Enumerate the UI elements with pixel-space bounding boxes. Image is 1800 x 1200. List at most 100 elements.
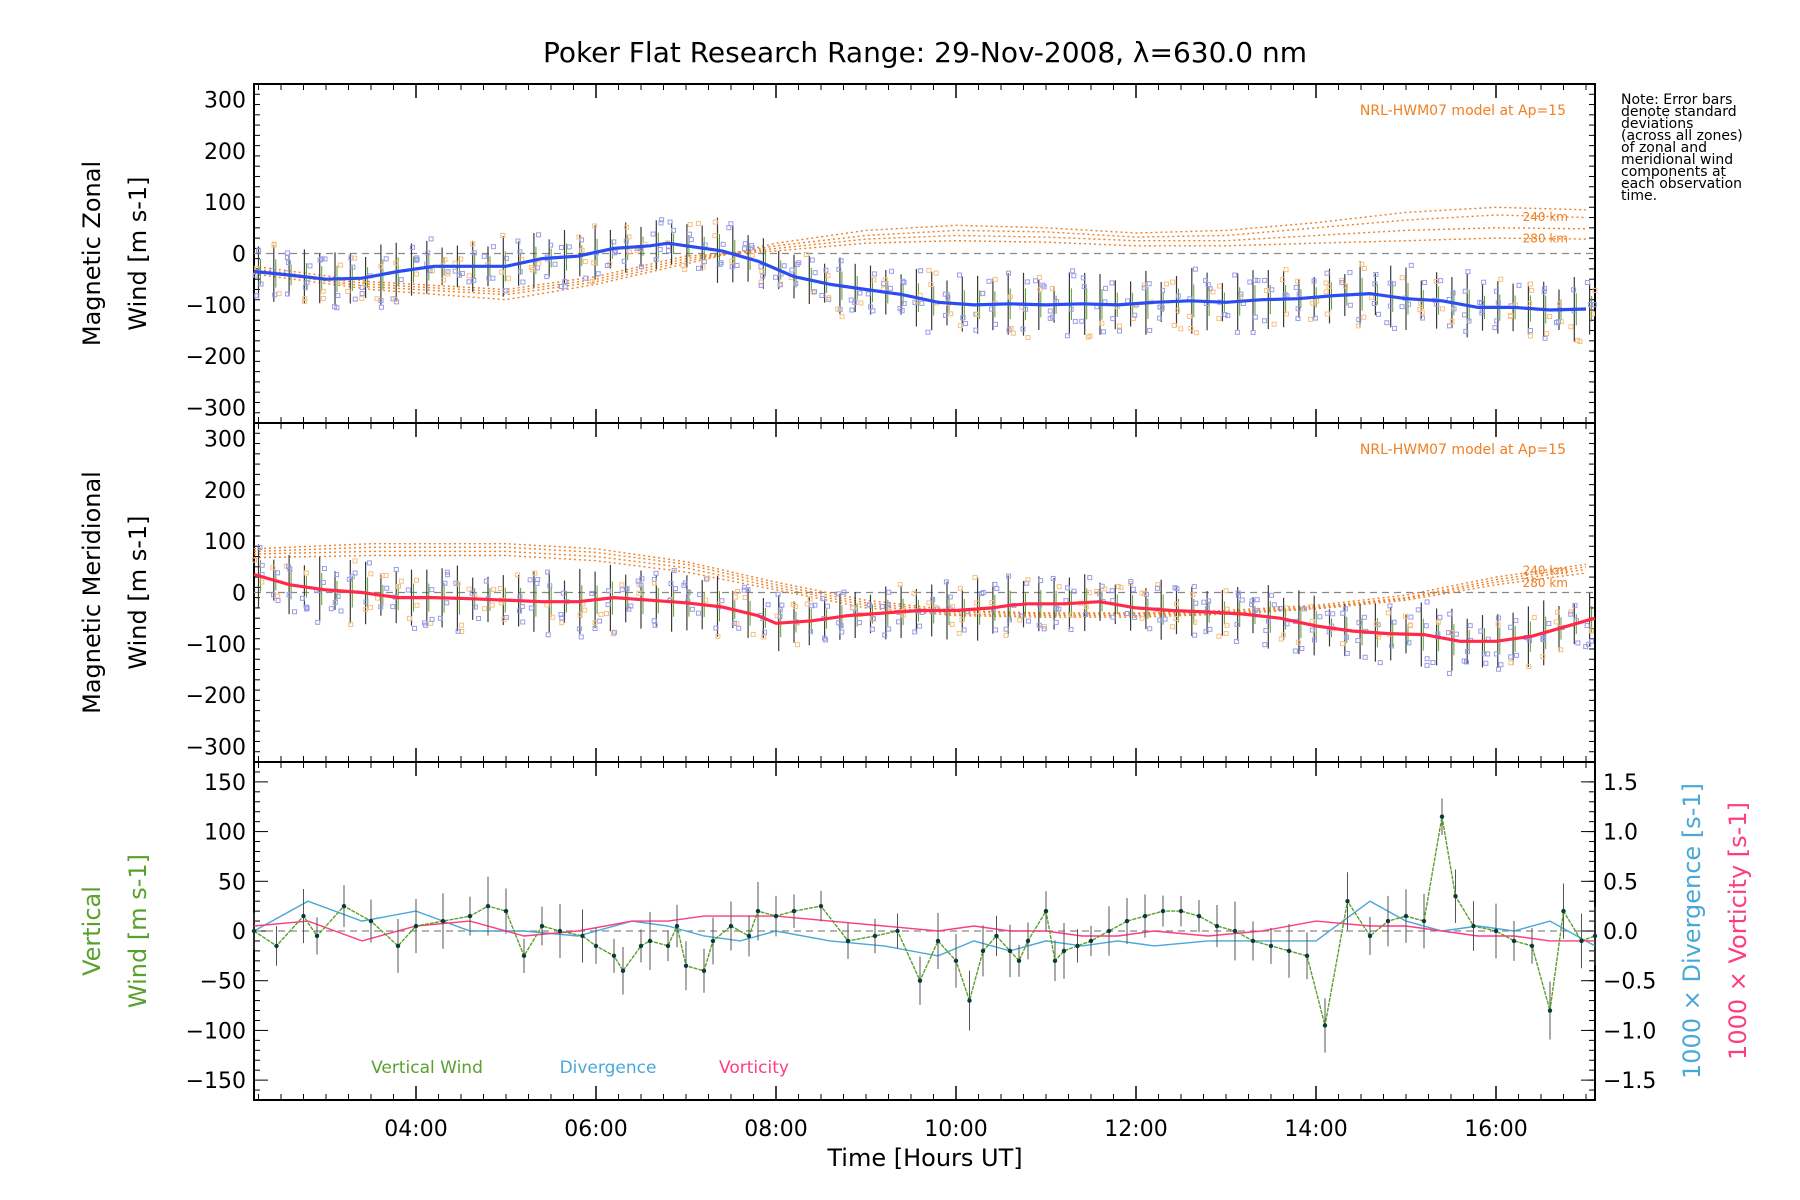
zone-sample: [1527, 281, 1533, 287]
zone-sample: [624, 224, 630, 230]
zone-sample: [719, 598, 725, 604]
zone-sample: [1064, 333, 1070, 339]
zone-sample: [758, 264, 764, 270]
zone-sample: [562, 278, 568, 284]
zone-sample: [1356, 620, 1362, 626]
zone-sample: [1430, 660, 1436, 666]
zone-sample: [304, 604, 310, 610]
vertical-wind-point: [1493, 928, 1499, 934]
zone-sample: [374, 296, 380, 302]
y-tick-label: −200: [186, 345, 246, 370]
zone-sample: [695, 220, 701, 226]
zone-sample: [1439, 306, 1445, 312]
vertical-wind-point: [872, 933, 878, 939]
zone-sample: [334, 572, 340, 578]
zone-sample: [284, 291, 290, 297]
zone-sample: [292, 609, 298, 615]
zone-sample: [1249, 598, 1255, 604]
zone-sample: [1568, 611, 1574, 617]
zone-sample: [742, 246, 748, 252]
vertical-wind-point: [301, 913, 306, 919]
zone-sample: [1527, 333, 1533, 339]
zone-sample: [560, 590, 566, 596]
zone-sample: [1222, 312, 1228, 318]
zone-sample: [1003, 626, 1009, 632]
zone-sample: [741, 587, 747, 593]
zone-sample: [302, 296, 308, 302]
zone-sample: [423, 622, 429, 628]
zone-sample: [619, 582, 625, 588]
zone-sample: [1424, 656, 1430, 662]
zone-sample: [1025, 618, 1031, 624]
zone-sample: [1542, 286, 1548, 292]
zone-sample: [1252, 607, 1258, 613]
zone-sample: [589, 278, 595, 284]
y-axis-unit-label: Wind [m s-1]: [124, 515, 152, 669]
zone-sample: [809, 257, 815, 263]
zone-sample: [275, 570, 281, 576]
zone-sample: [348, 621, 354, 627]
zone-sample: [697, 592, 703, 598]
vertical-wind-point: [1178, 908, 1184, 914]
zone-sample: [871, 277, 877, 283]
vertical-wind-point: [274, 943, 279, 949]
zone-sample: [1342, 606, 1348, 612]
zone-sample: [1477, 299, 1483, 305]
zone-sample: [466, 586, 472, 592]
zone-sample: [700, 264, 706, 270]
zone-sample: [1554, 609, 1560, 615]
zone-sample: [1387, 303, 1393, 309]
zone-sample: [1109, 588, 1115, 594]
zone-sample: [901, 300, 907, 306]
zone-sample: [957, 585, 963, 591]
vertical-wind-point: [1421, 918, 1427, 924]
zone-sample: [1446, 323, 1452, 329]
y-tick-label: −100: [186, 633, 246, 658]
zone-sample: [668, 581, 674, 587]
zone-sample: [320, 296, 326, 302]
zone-sample: [284, 255, 290, 261]
zone-sample: [1526, 664, 1532, 670]
zone-sample: [603, 611, 609, 617]
zone-sample: [491, 587, 497, 593]
model-alt-label: 280 km: [1523, 232, 1568, 246]
zone-sample: [350, 264, 356, 270]
y-axis-label: Magnetic Meridional: [78, 471, 106, 714]
zone-sample: [1191, 584, 1197, 590]
vertical-wind-point: [1385, 918, 1391, 924]
zone-sample: [1102, 586, 1108, 592]
zone-sample: [988, 306, 994, 312]
zone-sample: [321, 566, 327, 572]
zone-sample: [1461, 312, 1467, 318]
zone-sample: [378, 298, 384, 304]
zone-sample: [1174, 586, 1180, 592]
zone-sample: [1205, 282, 1211, 288]
zone-sample: [871, 271, 877, 277]
zone-sample: [303, 570, 309, 576]
y-tick-label: 0: [232, 582, 246, 607]
zone-sample: [1498, 276, 1504, 282]
zone-sample: [270, 565, 276, 571]
zone-sample: [271, 242, 277, 248]
zone-sample: [961, 627, 967, 633]
vertical-wind-point: [620, 968, 626, 973]
zone-sample: [1555, 319, 1561, 325]
zone-sample: [1464, 659, 1470, 665]
zone-sample: [1467, 623, 1473, 629]
zone-sample: [1340, 641, 1346, 647]
zone-sample: [1361, 314, 1367, 320]
zone-sample: [774, 613, 780, 619]
model-label: NRL-HWM07 model at Ap=15: [1360, 442, 1566, 458]
zone-sample: [1406, 640, 1412, 646]
zone-sample: [1036, 622, 1042, 628]
zone-sample: [254, 293, 260, 299]
zone-sample: [869, 626, 875, 632]
zone-sample: [1588, 628, 1594, 634]
zone-sample: [1130, 586, 1136, 592]
zone-sample: [947, 594, 953, 600]
model-curve: [253, 206, 1587, 301]
zone-sample: [1050, 575, 1056, 581]
zone-sample: [882, 277, 888, 283]
zone-sample: [352, 558, 358, 564]
zone-sample: [579, 237, 585, 243]
